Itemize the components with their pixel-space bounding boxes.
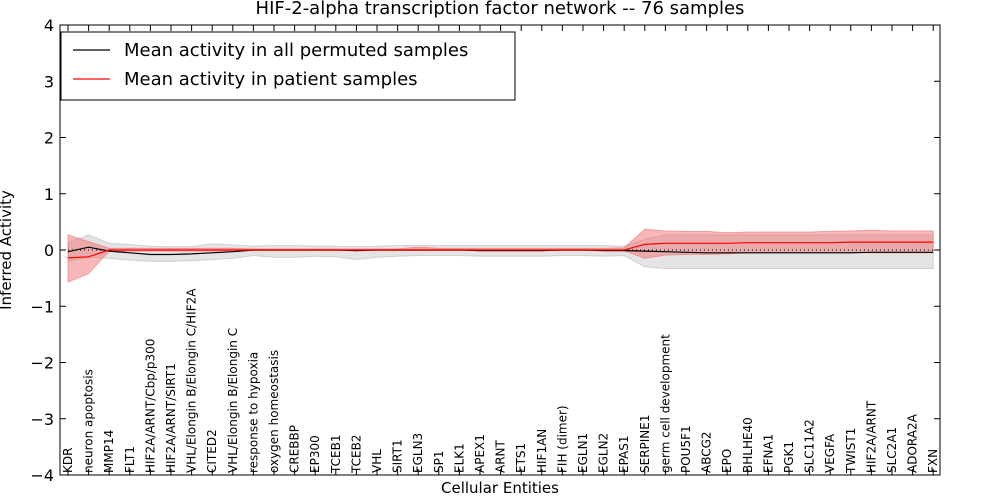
legend-box bbox=[60, 31, 516, 101]
y-tick-label: 4 bbox=[44, 16, 54, 35]
x-tick-label: germ cell development bbox=[658, 334, 672, 473]
x-tick-label: HIF2A/ARNT bbox=[864, 400, 878, 473]
x-tick-label: SIRT1 bbox=[391, 439, 405, 473]
x-tick-label: EFNA1 bbox=[761, 434, 775, 473]
line-series-1 bbox=[67, 241, 934, 259]
y-tick-label: −3 bbox=[30, 410, 54, 429]
legend-label-permuted: Mean activity in all permuted samples bbox=[124, 40, 468, 61]
x-tick-label: BHLHE40 bbox=[741, 417, 755, 473]
x-tick-label: VHL bbox=[370, 449, 384, 473]
x-tick-label: SLC11A2 bbox=[803, 419, 817, 473]
y-tick-label: −2 bbox=[30, 354, 54, 373]
x-tick-label: TWIST1 bbox=[844, 428, 858, 474]
x-tick-label: SP1 bbox=[432, 451, 446, 474]
x-tick-label: HIF2A/ARNT/SIRT1 bbox=[164, 363, 178, 473]
x-tick-label: neuron apoptosis bbox=[82, 369, 96, 473]
x-tick-label: SLC2A1 bbox=[885, 427, 899, 473]
x-tick-label: VHL/Elongin B/Elongin C/HIF2A bbox=[185, 288, 199, 473]
y-axis-title: Inferred Activity bbox=[0, 190, 15, 310]
x-tick-label: ETS1 bbox=[514, 443, 528, 473]
x-tick-label: SERPINE1 bbox=[638, 414, 652, 473]
x-tick-label: VHL/Elongin B/Elongin C bbox=[226, 328, 240, 473]
x-tick-label: VEGFA bbox=[823, 433, 837, 473]
y-tick-label: 3 bbox=[44, 72, 54, 91]
x-tick-label: response to hypoxia bbox=[246, 352, 260, 473]
y-tick-label: −4 bbox=[30, 466, 54, 485]
x-tick-label: MMP14 bbox=[102, 430, 116, 473]
x-tick-label: TCEB2 bbox=[349, 435, 363, 474]
x-tick-label: TCEB1 bbox=[329, 435, 343, 474]
legend-label-patient: Mean activity in patient samples bbox=[124, 69, 418, 90]
x-tick-label: APEX1 bbox=[473, 434, 487, 473]
x-tick-label: ADORA2A bbox=[906, 413, 920, 473]
x-tick-label: HIF1AN bbox=[535, 429, 549, 473]
x-tick-label: EGLN1 bbox=[576, 433, 590, 473]
x-tick-label: HIF2A/ARNT/Cbp/p300 bbox=[143, 339, 157, 473]
x-tick-label: FLT1 bbox=[123, 446, 137, 473]
legend: Mean activity in all permuted samples Me… bbox=[60, 31, 516, 101]
x-tick-label: CREBBP bbox=[288, 425, 302, 473]
x-tick-label: EPAS1 bbox=[617, 435, 631, 473]
x-tick-label: ELK1 bbox=[452, 443, 466, 473]
y-axis-ticks: −4 −3 −2 −1 0 1 2 3 4 bbox=[30, 16, 940, 485]
y-tick-label: 1 bbox=[44, 185, 54, 204]
y-tick-label: 2 bbox=[44, 129, 54, 148]
x-tick-label: CITED2 bbox=[205, 429, 219, 473]
x-axis-ticks: KDR neuron apoptosis MMP14 FLT1 HIF2A/ARNT/C… bbox=[61, 25, 940, 475]
x-tick-label: KDR bbox=[61, 448, 75, 473]
x-tick-label: FIH (dimer) bbox=[555, 405, 569, 473]
y-tick-label: −1 bbox=[30, 297, 54, 316]
x-tick-label: ABCG2 bbox=[700, 431, 714, 473]
y-tick-label: 0 bbox=[44, 241, 54, 260]
x-tick-label: EPO bbox=[720, 449, 734, 473]
x-axis-title: Cellular Entities bbox=[441, 479, 559, 497]
x-tick-label: EGLN3 bbox=[411, 433, 425, 473]
chart-title: HIF-2-alpha transcription factor network… bbox=[256, 0, 745, 19]
x-tick-label: POU5F1 bbox=[679, 425, 693, 473]
x-tick-label: ARNT bbox=[494, 439, 508, 473]
series-lines bbox=[67, 241, 934, 259]
x-tick-label: EGLN2 bbox=[597, 433, 611, 473]
x-tick-label: FXN bbox=[926, 449, 940, 473]
x-tick-label: oxygen homeostasis bbox=[267, 350, 281, 473]
x-tick-label: EP300 bbox=[308, 435, 322, 473]
x-tick-label: PGK1 bbox=[782, 441, 796, 473]
